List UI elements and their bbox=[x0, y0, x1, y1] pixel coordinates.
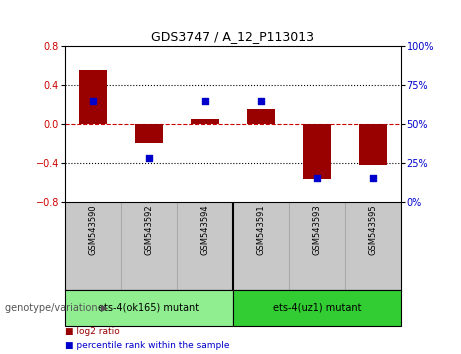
Text: GSM543594: GSM543594 bbox=[200, 205, 209, 255]
Text: ■ log2 ratio: ■ log2 ratio bbox=[65, 327, 119, 336]
Bar bbox=[78, 70, 106, 124]
Text: genotype/variation ▶: genotype/variation ▶ bbox=[5, 303, 108, 313]
Point bbox=[369, 176, 377, 181]
Bar bbox=[233, 290, 401, 326]
Text: ets-4(ok165) mutant: ets-4(ok165) mutant bbox=[98, 303, 199, 313]
Point bbox=[145, 155, 152, 161]
Text: GSM543592: GSM543592 bbox=[144, 205, 153, 255]
Point bbox=[89, 98, 96, 103]
Bar bbox=[65, 290, 233, 326]
Point bbox=[257, 98, 265, 103]
Bar bbox=[359, 124, 387, 165]
Point bbox=[201, 98, 208, 103]
Text: GSM543590: GSM543590 bbox=[88, 205, 97, 255]
Bar bbox=[303, 124, 331, 179]
Text: ets-4(uz1) mutant: ets-4(uz1) mutant bbox=[273, 303, 361, 313]
Bar bbox=[135, 124, 163, 143]
Title: GDS3747 / A_12_P113013: GDS3747 / A_12_P113013 bbox=[151, 30, 314, 44]
Text: ■ percentile rank within the sample: ■ percentile rank within the sample bbox=[65, 342, 229, 350]
Text: GSM543595: GSM543595 bbox=[368, 205, 378, 255]
Bar bbox=[247, 109, 275, 124]
Bar bbox=[191, 119, 219, 124]
Text: GSM543593: GSM543593 bbox=[313, 205, 321, 255]
Point bbox=[313, 176, 321, 181]
Text: GSM543591: GSM543591 bbox=[256, 205, 266, 255]
